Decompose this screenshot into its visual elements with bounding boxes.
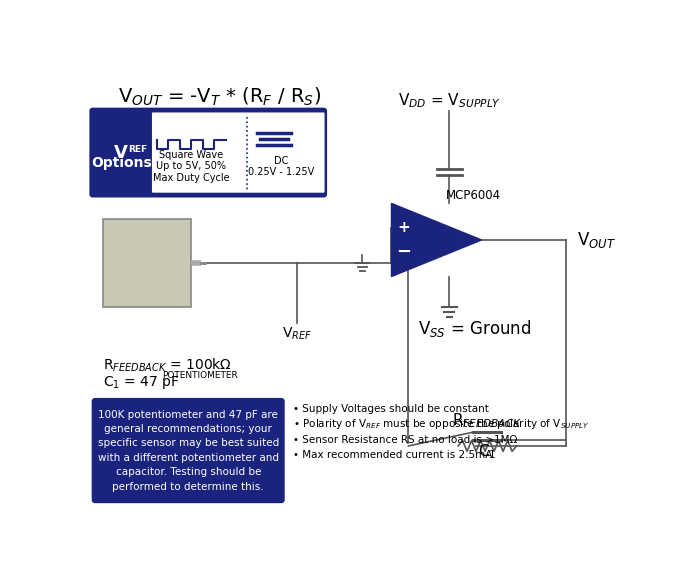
FancyBboxPatch shape [151, 112, 325, 193]
Text: R$_{FEEDBACK}$ = 100kΩ: R$_{FEEDBACK}$ = 100kΩ [102, 356, 232, 374]
Polygon shape [392, 204, 482, 276]
Text: • Polarity of V$_{REF}$ must be opposite the polarity of V$_{SUPPLY}$: • Polarity of V$_{REF}$ must be opposite… [293, 418, 590, 431]
Bar [102, 219, 191, 307]
Text: C$_1$: C$_1$ [478, 443, 496, 462]
Text: • Max recommended current is 2.5mA: • Max recommended current is 2.5mA [293, 450, 492, 460]
FancyBboxPatch shape [93, 399, 284, 502]
Text: • Supply Voltages should be constant: • Supply Voltages should be constant [293, 404, 489, 414]
Text: V$_{SS}$ = Ground: V$_{SS}$ = Ground [418, 319, 532, 339]
Text: • Sensor Resistance RS at no load is >1MΩ: • Sensor Resistance RS at no load is >1M… [293, 435, 517, 445]
Text: Options: Options [91, 156, 151, 170]
Text: V$_{OUT}$: V$_{OUT}$ [577, 230, 616, 250]
FancyBboxPatch shape [91, 109, 326, 196]
Text: V$_{OUT}$ = -V$_T$ * (R$_F$ / R$_S$): V$_{OUT}$ = -V$_T$ * (R$_F$ / R$_S$) [118, 86, 321, 108]
Text: REF: REF [128, 145, 147, 154]
Text: DC
0.25V - 1.25V: DC 0.25V - 1.25V [248, 156, 314, 177]
Text: POTENTIOMETER: POTENTIOMETER [162, 371, 238, 380]
Text: V$_{REF}$: V$_{REF}$ [282, 326, 312, 343]
Text: V$_{DD}$ = V$_{SUPPLY}$: V$_{DD}$ = V$_{SUPPLY}$ [398, 92, 501, 110]
Text: V: V [114, 144, 128, 161]
Text: R$_{FEEDBACK}$: R$_{FEEDBACK}$ [452, 411, 523, 430]
Text: +: + [397, 220, 410, 235]
Text: 100K potentiometer and 47 pF are
general recommendations; your
specific sensor m: 100K potentiometer and 47 pF are general… [98, 410, 279, 491]
Text: −: − [396, 244, 411, 261]
Text: C$_1$ = 47 pF: C$_1$ = 47 pF [102, 374, 180, 391]
Text: MCP6004: MCP6004 [446, 189, 501, 202]
Text: Square Wave
Up to 5V, 50%
Max Duty Cycle: Square Wave Up to 5V, 50% Max Duty Cycle [153, 150, 229, 183]
